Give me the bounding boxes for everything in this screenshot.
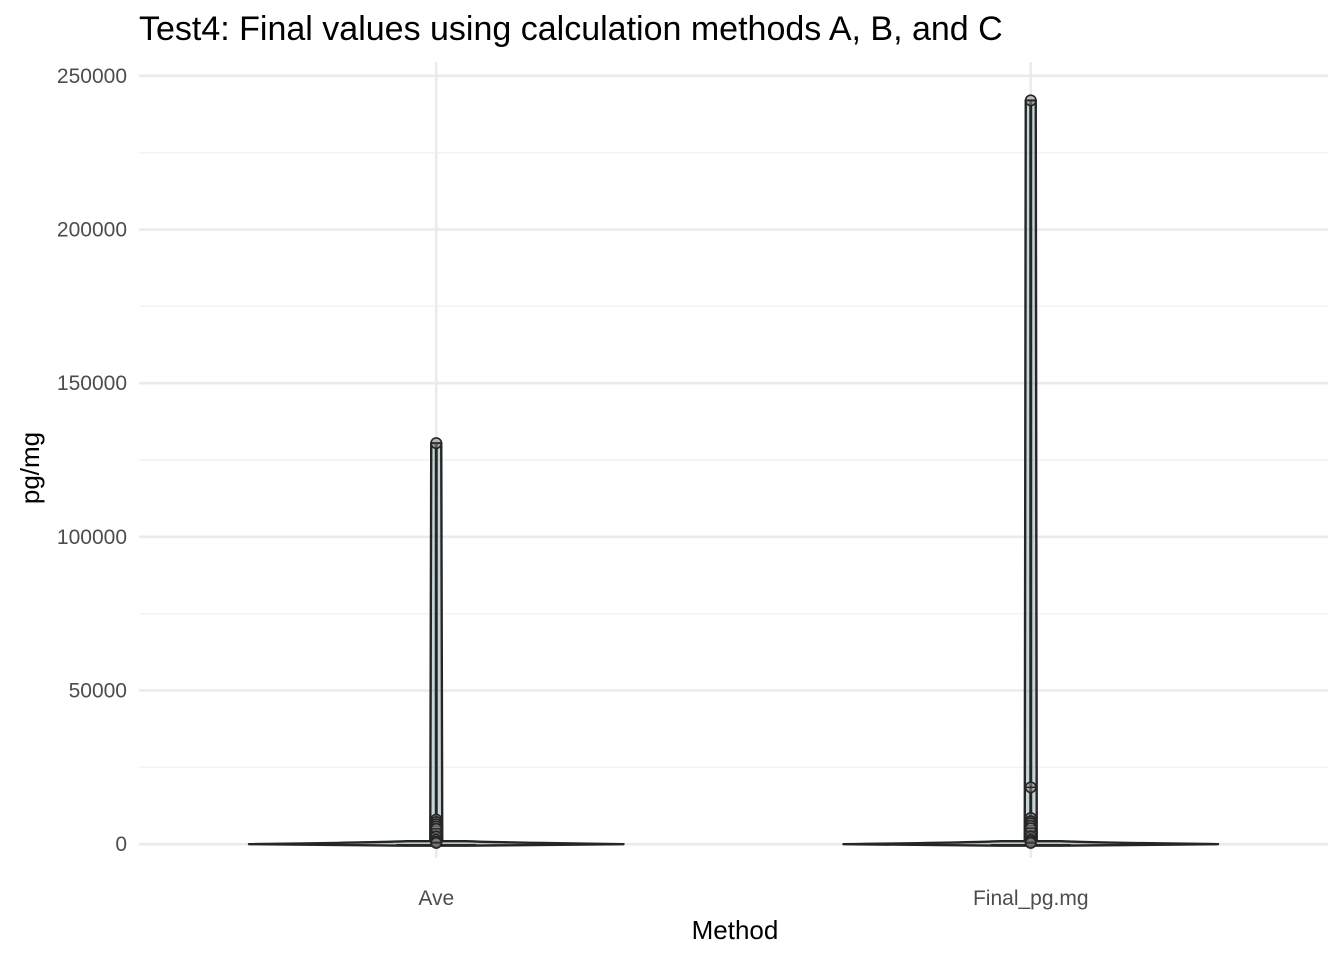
x-axis-title: Method (692, 915, 779, 945)
y-tick-label: 200000 (57, 218, 127, 241)
grid (139, 62, 1328, 858)
y-axis-title: pg/mg (15, 432, 45, 504)
violin-final-pg-mg (842, 94, 1220, 849)
x-tick-label: Ave (418, 887, 454, 910)
violin-ave (247, 437, 625, 849)
violins (247, 94, 1220, 849)
y-tick-label: 100000 (57, 526, 127, 549)
y-tick-label: 0 (115, 833, 127, 856)
y-tick-label: 150000 (57, 372, 127, 395)
y-tick-label: 50000 (69, 680, 127, 703)
chart-title: Test4: Final values using calculation me… (139, 10, 1003, 48)
y-tick-label: 250000 (57, 65, 127, 88)
axes: 0 50000 100000 150000 200000 250000 Ave Final_p… (57, 65, 1089, 910)
x-tick-label: Final_pg.mg (973, 887, 1089, 910)
